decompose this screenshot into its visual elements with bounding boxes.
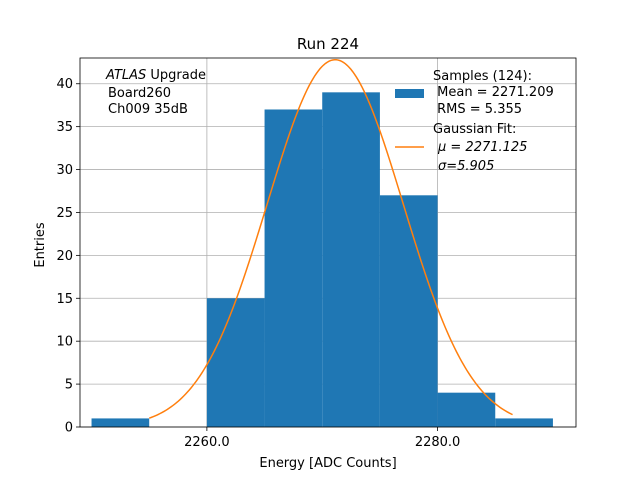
y-tick-label: 30 [56,163,73,178]
annotation-line-1: ATLAS Upgrade [105,68,206,83]
histogram-bar [437,392,496,427]
legend-fit-line-2: μ = 2271.125 [437,140,527,155]
y-tick-label: 0 [65,421,73,436]
gaussian-fit-curve [148,58,513,419]
legend-samples-line-2: Mean = 2271.209 [433,85,554,100]
bars-layer [91,92,553,427]
annotation-italic: ATLAS [105,68,146,83]
x-axis-title: Energy [ADC Counts] [259,456,396,471]
legend-samples-line-1: Samples (124): [433,69,532,84]
legend: Samples (124): Mean = 2271.209 RMS = 5.3… [395,69,554,174]
annotation-rest: Upgrade [146,68,206,83]
plot-frame [79,57,577,428]
histogram-bar [206,298,265,427]
legend-bar-swatch [395,89,424,98]
ticks-layer: 0 5 10 15 20 25 30 35 40 2260.0 2280.0 [56,77,460,450]
annotation: ATLAS Upgrade Board260 Ch009 35dB [105,68,206,117]
y-tick-label: 40 [56,77,73,92]
legend-fit-line-1: Gaussian Fit: [433,122,516,137]
histogram-bar [379,195,438,427]
annotation-line-2: Board260 [108,86,171,101]
x-tick-label: 2260.0 [184,435,230,450]
y-tick-label: 15 [56,292,73,307]
y-tick-label: 5 [65,378,73,393]
histogram-bar [91,418,150,427]
annotation-line-3: Ch009 35dB [108,102,188,117]
legend-samples-line-3: RMS = 5.355 [433,102,522,117]
histogram-bar [322,92,380,427]
axes-layer [79,57,577,428]
x-tick-label: 2280.0 [415,435,461,450]
y-axis-title: Entries [33,222,48,268]
legend-fit-line-3: σ=5.905 [438,159,494,174]
y-tick-label: 20 [56,249,73,264]
fit-layer [148,58,513,419]
histogram-bar [264,109,323,427]
y-tick-label: 10 [56,335,73,350]
y-tick-label: 25 [56,206,73,221]
y-tick-label: 35 [56,120,73,135]
histogram-bar [495,418,553,427]
chart-title: Run 224 [297,35,359,53]
